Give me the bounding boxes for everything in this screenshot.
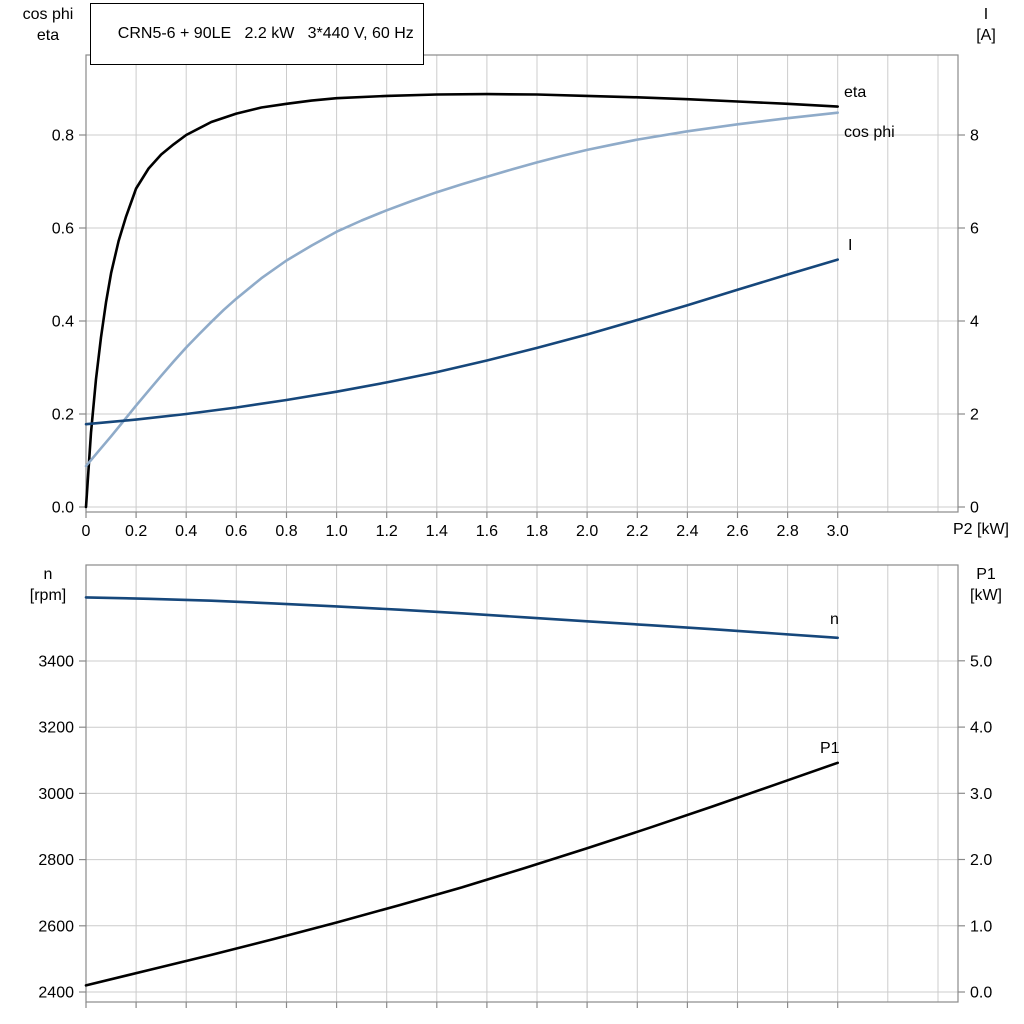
y-tick-label-left: 0.8 [52,128,74,145]
left-axis-title-top-chart: cos phi eta [6,4,90,46]
curve-label-current: I [848,237,852,254]
x-tick-label: 0 [82,523,91,540]
curve-label-cos-phi: cos phi [844,124,895,141]
left-axis-title-line1: cos phi [22,6,74,23]
y-tick-label-right: 0.0 [970,985,992,1002]
x-tick-label: 0.8 [275,523,297,540]
curve-label-speed: n [830,611,839,628]
x-tick-label: 1.4 [426,523,448,540]
curve-label-p1: P1 [820,740,840,757]
left-axis-title-line2: [rpm] [29,587,67,604]
x-tick-label: 0.6 [225,523,247,540]
y-tick-label-left: 0.0 [52,500,74,517]
y-tick-label-right: 4 [970,314,979,331]
plot-frame [85,564,959,1003]
x-tick-label: 0.2 [125,523,147,540]
chart-title-box: CRN5-6 + 90LE 2.2 kW 3*440 V, 60 Hz [90,3,424,65]
x-tick-label: 2.4 [676,523,698,540]
y-tick-label-left: 0.2 [52,407,74,424]
left-axis-title-line1: n [43,566,53,583]
x-tick-label: 2.2 [626,523,648,540]
x-tick-label: 3.0 [827,523,849,540]
chart-1: 0 0.2 0.4 0.6 0.8 1.0 1.2 1.4 1.6 1.8 2.0 2.2 2.4 2.6… [52,54,979,540]
curve-label-eta: eta [844,84,866,101]
y-tick-label-right: 0 [970,500,979,517]
chart-2: 2400 2600 2800 3000 3200 3400 0.0 1.0 2.0 3.0 4.0 5… [38,564,992,1008]
y-tick-label-right: 5.0 [970,653,992,670]
x-tick-label: 1.8 [526,523,548,540]
y-tick-label-left: 3200 [38,720,74,737]
y-tick-label-left: 2600 [38,918,74,935]
x-tick-label: 1.6 [476,523,498,540]
x-axis-title-top-chart: P2 [kW] [952,521,1009,538]
x-tick-label: 2.0 [576,523,598,540]
left-axis-title-line2: eta [36,27,60,44]
curve-current [84,258,839,426]
y-tick-label-right: 2 [970,407,979,424]
y-tick-label-right: 4.0 [970,720,992,737]
x-tick-label: 1.0 [325,523,347,540]
y-tick-label-left: 0.4 [52,314,74,331]
y-tick-label-right: 3.0 [970,786,992,803]
curve-eta [84,92,839,509]
curve-p1 [84,761,839,987]
left-axis-title-bottom-chart: n [rpm] [6,564,90,606]
y-tick-label-left: 3400 [38,654,74,671]
chart-title: CRN5-6 + 90LE 2.2 kW 3*440 V, 60 Hz [117,25,414,42]
curve-speed [84,596,839,640]
right-axis-title-top-chart: I [A] [948,4,1024,46]
y-tick-label-right: 1.0 [970,918,992,935]
y-tick-label-right: 8 [970,128,979,145]
x-tick-label: 1.2 [376,523,398,540]
right-axis-title-line1: P1 [976,566,996,583]
y-tick-label-right: 6 [970,221,979,238]
right-axis-title-line1: I [983,6,989,23]
y-tick-label-left: 3000 [38,786,74,803]
plot-frame [85,54,959,513]
right-axis-title-line2: [kW] [970,587,1002,604]
curve-cos-phi [84,111,839,468]
right-axis-title-bottom-chart: P1 [kW] [948,564,1024,606]
right-axis-title-line2: [A] [976,27,996,44]
y-tick-label-left: 0.6 [52,221,74,238]
y-tick-label-left: 2800 [38,852,74,869]
x-tick-label: 2.6 [726,523,748,540]
y-tick-label-right: 2.0 [970,852,992,869]
y-tick-label-left: 2400 [38,985,74,1002]
x-tick-label: 2.8 [776,523,798,540]
x-tick-label: 0.4 [175,523,197,540]
